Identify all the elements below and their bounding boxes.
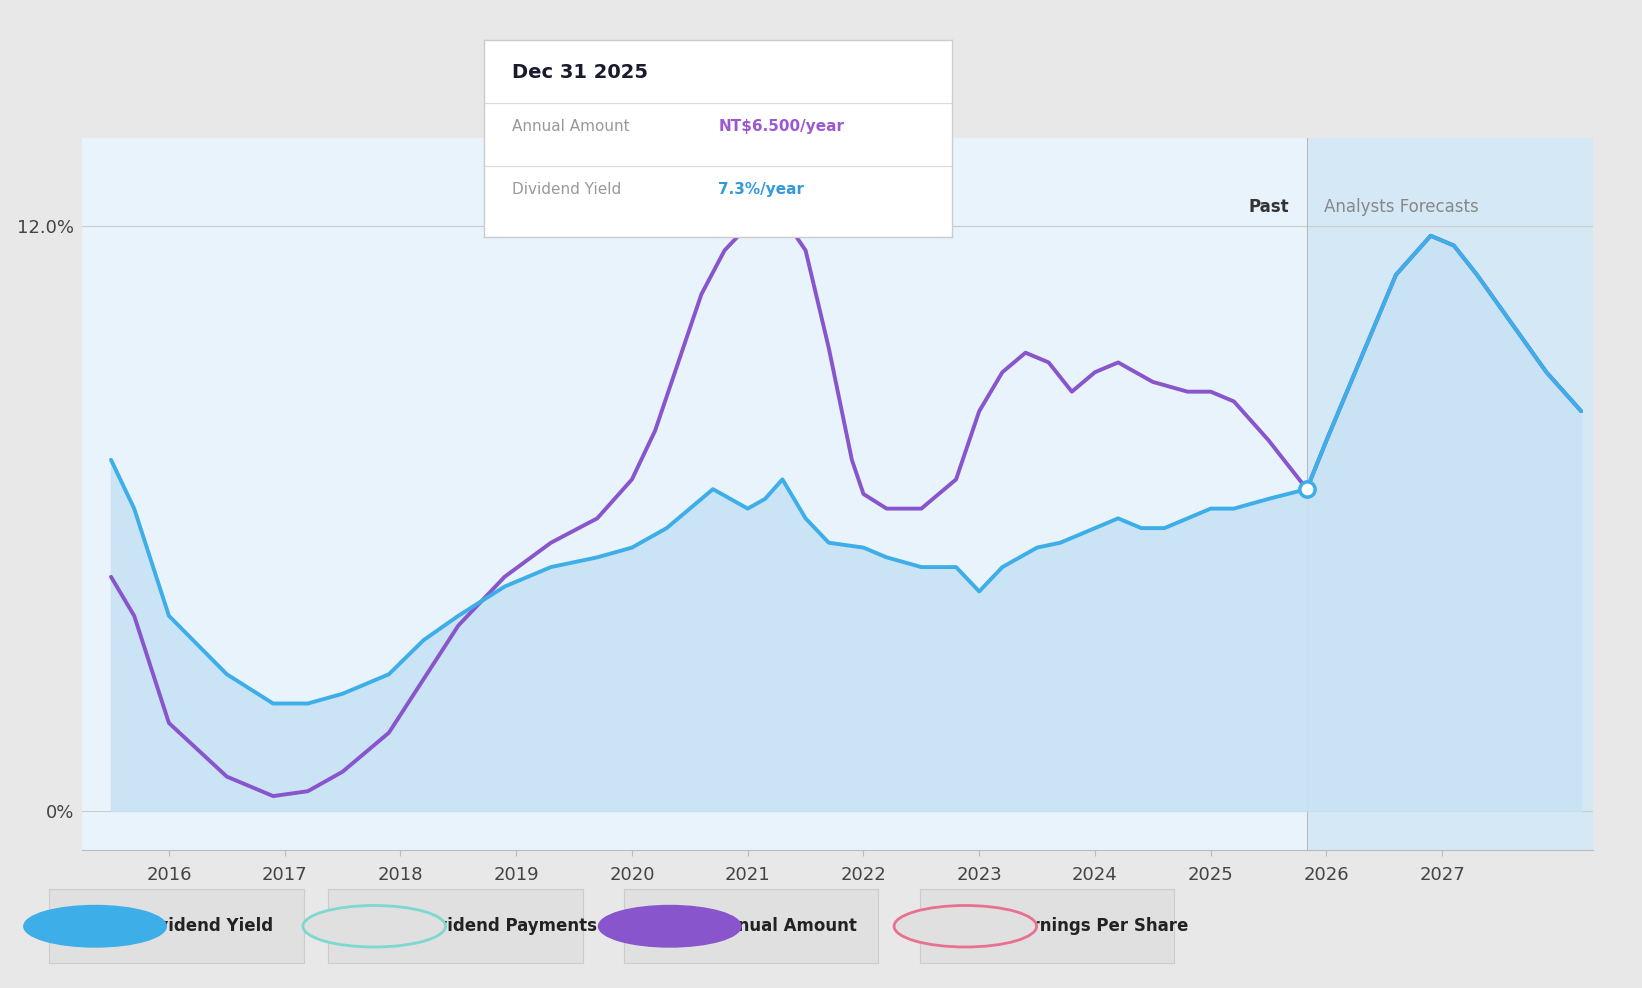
- Text: Annual Amount: Annual Amount: [512, 119, 631, 133]
- Bar: [82, 138, 1307, 850]
- Text: NT$6.500/year: NT$6.500/year: [719, 119, 844, 133]
- Circle shape: [599, 905, 741, 947]
- Text: Analysts Forecasts: Analysts Forecasts: [1323, 199, 1479, 216]
- Text: Earnings Per Share: Earnings Per Share: [1008, 917, 1187, 936]
- Text: Dividend Yield: Dividend Yield: [138, 917, 274, 936]
- Circle shape: [895, 905, 1036, 947]
- Text: Dividend Payments: Dividend Payments: [417, 917, 598, 936]
- Text: Annual Amount: Annual Amount: [713, 917, 857, 936]
- Bar: [1307, 138, 1593, 850]
- Circle shape: [23, 905, 166, 947]
- Text: Dec 31 2025: Dec 31 2025: [512, 63, 649, 82]
- Text: 7.3%/year: 7.3%/year: [719, 182, 805, 197]
- Circle shape: [304, 905, 445, 947]
- Text: Past: Past: [1250, 199, 1289, 216]
- Text: Dividend Yield: Dividend Yield: [512, 182, 622, 197]
